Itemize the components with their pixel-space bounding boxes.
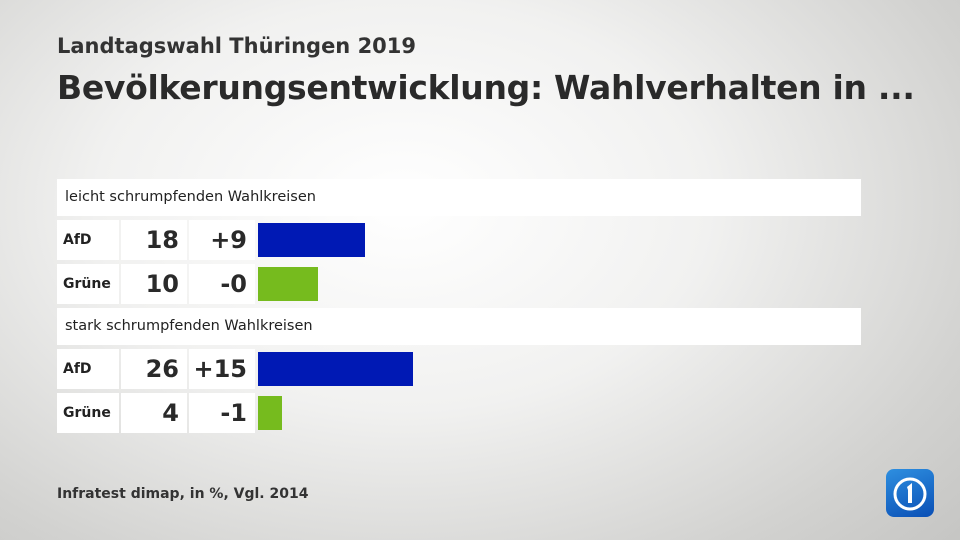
chart-title: Bevölkerungsentwicklung: Wahlverhalten i…	[57, 68, 915, 107]
group-label-stark: stark schrumpfenden Wahlkreisen	[57, 308, 861, 345]
ard-logo-graphic	[893, 477, 927, 511]
ard-logo-icon	[886, 469, 934, 517]
diff-label: +9	[189, 220, 255, 260]
bar-chart: leicht schrumpfenden Wahlkreisen AfD 18 …	[57, 179, 861, 437]
diff-label: -0	[189, 264, 255, 304]
party-label: AfD	[57, 220, 119, 260]
party-label: Grüne	[57, 393, 119, 433]
table-row: AfD 18 +9	[57, 220, 861, 260]
value-label: 18	[121, 220, 187, 260]
bar-afd-stark	[258, 352, 413, 386]
bar-gruene-stark	[258, 396, 282, 430]
diff-label: +15	[189, 349, 255, 389]
table-row: Grüne 4 -1	[57, 393, 861, 433]
value-label: 4	[121, 393, 187, 433]
source-note: Infratest dimap, in %, Vgl. 2014	[57, 486, 309, 502]
bar-afd-leicht	[258, 223, 366, 257]
table-row: Grüne 10 -0	[57, 264, 861, 304]
party-label: AfD	[57, 349, 119, 389]
party-label: Grüne	[57, 264, 119, 304]
bar-gruene-leicht	[258, 267, 318, 301]
value-label: 10	[121, 264, 187, 304]
chart-subtitle: Landtagswahl Thüringen 2019	[57, 34, 417, 58]
table-row: AfD 26 +15	[57, 349, 861, 389]
value-label: 26	[121, 349, 187, 389]
diff-label: -1	[189, 393, 255, 433]
group-label-leicht: leicht schrumpfenden Wahlkreisen	[57, 179, 861, 216]
